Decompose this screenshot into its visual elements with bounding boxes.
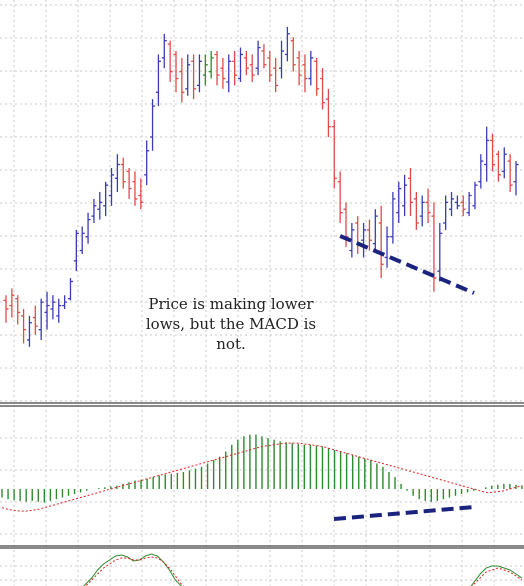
macd-signal-line — [1, 442, 523, 512]
annotation-line-1: Price is making lower — [148, 295, 314, 313]
annotation-line-3: not. — [216, 335, 246, 353]
oscillator-signal-line — [84, 556, 185, 586]
macd-divergence-line — [333, 505, 475, 521]
oscillator-main-line — [82, 553, 183, 586]
oscillator-signal-line — [471, 567, 523, 586]
annotation-text: Price is making lower lows, but the MACD… — [120, 294, 342, 354]
price-divergence-line — [339, 234, 475, 295]
annotation-line-2: lows, but the MACD is — [145, 315, 317, 333]
oscillator-main-line — [470, 565, 523, 586]
